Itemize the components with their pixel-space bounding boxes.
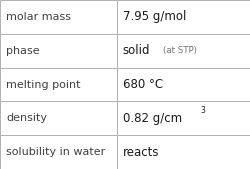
Text: phase: phase: [6, 46, 40, 56]
Text: solid: solid: [122, 44, 150, 57]
Text: 680 °C: 680 °C: [122, 78, 162, 91]
Text: density: density: [6, 113, 47, 123]
Text: solubility in water: solubility in water: [6, 147, 105, 157]
Text: reacts: reacts: [122, 146, 158, 159]
Text: molar mass: molar mass: [6, 12, 71, 22]
Text: melting point: melting point: [6, 79, 80, 90]
Text: 7.95 g/mol: 7.95 g/mol: [122, 10, 185, 23]
Text: (at STP): (at STP): [163, 46, 196, 55]
Text: 3: 3: [200, 106, 204, 115]
Text: 0.82 g/cm: 0.82 g/cm: [122, 112, 181, 125]
